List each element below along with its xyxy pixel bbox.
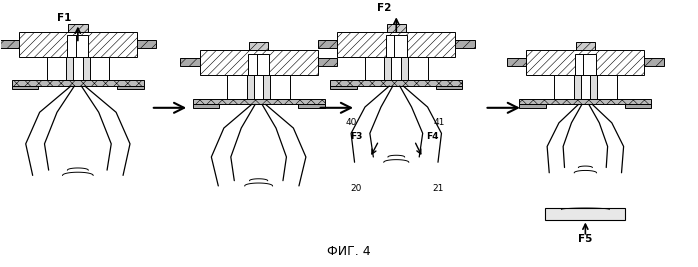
Bar — [117, 86, 144, 89]
Bar — [574, 75, 581, 99]
Bar — [387, 24, 406, 32]
Bar — [137, 40, 156, 48]
Bar — [318, 58, 337, 66]
Bar — [519, 104, 546, 108]
Bar — [455, 40, 475, 48]
Bar — [584, 54, 596, 75]
Text: F5: F5 — [578, 234, 593, 244]
Bar — [193, 104, 219, 108]
Bar — [519, 99, 651, 104]
Bar — [385, 57, 392, 80]
Bar — [83, 57, 89, 80]
Bar — [66, 57, 73, 80]
Bar — [318, 40, 337, 48]
Bar — [575, 54, 588, 75]
Text: ФИГ. 4: ФИГ. 4 — [327, 245, 371, 258]
Text: F4: F4 — [426, 132, 438, 141]
Bar — [545, 208, 625, 219]
Bar — [68, 35, 80, 57]
Bar — [0, 40, 19, 48]
Bar — [330, 86, 357, 89]
Text: 41: 41 — [433, 118, 445, 127]
Bar — [507, 58, 526, 66]
Bar — [200, 50, 318, 75]
Bar — [526, 50, 644, 75]
Bar — [193, 99, 325, 104]
Bar — [47, 57, 109, 80]
Text: F3: F3 — [350, 132, 362, 141]
Bar — [228, 75, 290, 99]
Bar — [12, 80, 144, 86]
Bar — [625, 104, 651, 108]
Bar — [365, 57, 428, 80]
Bar — [644, 58, 664, 66]
Bar — [257, 54, 269, 75]
Text: F1: F1 — [57, 13, 71, 23]
Bar — [576, 42, 595, 50]
Text: 40: 40 — [346, 118, 357, 127]
Bar — [76, 35, 88, 57]
Bar — [298, 104, 325, 108]
Bar — [19, 32, 137, 57]
Bar — [180, 58, 200, 66]
Bar — [247, 75, 254, 99]
Text: 20: 20 — [350, 183, 362, 193]
Bar — [12, 86, 38, 89]
Text: F2: F2 — [377, 3, 391, 13]
Bar — [249, 42, 268, 50]
Bar — [248, 54, 261, 75]
Bar — [337, 32, 455, 57]
Bar — [591, 75, 597, 99]
Bar — [401, 57, 408, 80]
Bar — [68, 24, 87, 32]
Bar — [554, 75, 616, 99]
Bar — [263, 75, 270, 99]
Bar — [436, 86, 462, 89]
Text: 21: 21 — [432, 183, 444, 193]
Bar — [330, 80, 462, 86]
Bar — [394, 35, 407, 57]
Bar — [386, 35, 399, 57]
